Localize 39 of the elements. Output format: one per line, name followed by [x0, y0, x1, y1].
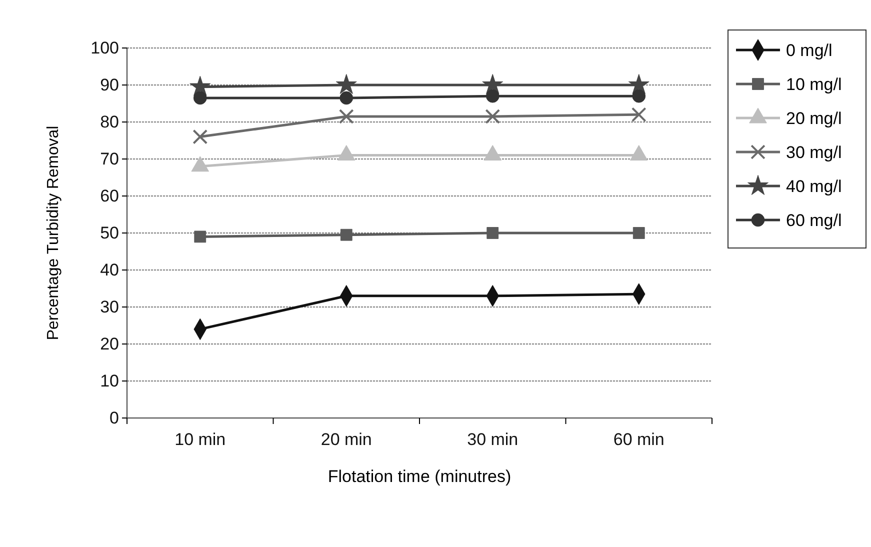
point [632, 227, 645, 239]
point [338, 109, 354, 124]
legend-label: 30 mg/l [786, 143, 842, 162]
point [485, 109, 500, 124]
y-tick-label: 50 [100, 223, 119, 242]
point [192, 129, 208, 144]
x-tick-label: 60 min [613, 430, 664, 449]
x-tick-label: 10 min [174, 430, 226, 449]
legend-label: 60 mg/l [786, 211, 842, 230]
y-tick-label: 60 [100, 186, 119, 206]
point [631, 107, 646, 122]
point [486, 89, 500, 103]
legend-label: 20 mg/l [786, 109, 842, 128]
y-tick-label: 30 [100, 297, 119, 316]
x-axis-title: Flotation time (minutres) [328, 467, 512, 486]
point [632, 89, 646, 103]
point [340, 91, 354, 105]
y-tick-label: 100 [90, 38, 119, 58]
point [193, 91, 207, 105]
y-tick-label: 80 [100, 112, 119, 132]
point [482, 74, 504, 94]
y-tick-label: 90 [100, 75, 119, 94]
x-tick-label: 20 min [320, 430, 372, 449]
point [486, 227, 499, 239]
y-tick-label: 20 [100, 334, 119, 354]
point [628, 74, 650, 94]
point [190, 76, 211, 96]
y-tick-label: 40 [100, 260, 119, 280]
point [336, 74, 357, 94]
y-tick-label: 0 [110, 408, 119, 428]
point [194, 230, 206, 243]
legend-label: 0 mg/l [786, 41, 832, 60]
point [340, 228, 352, 241]
y-tick-label: 70 [100, 149, 119, 168]
x-tick-label: 30 min [467, 430, 518, 449]
y-tick-label: 10 [100, 371, 119, 390]
legend-label: 40 mg/l [786, 177, 842, 196]
y-axis-title: Percentage Turbidity Removal [45, 126, 62, 340]
legend-label: 10 mg/l [786, 75, 842, 94]
